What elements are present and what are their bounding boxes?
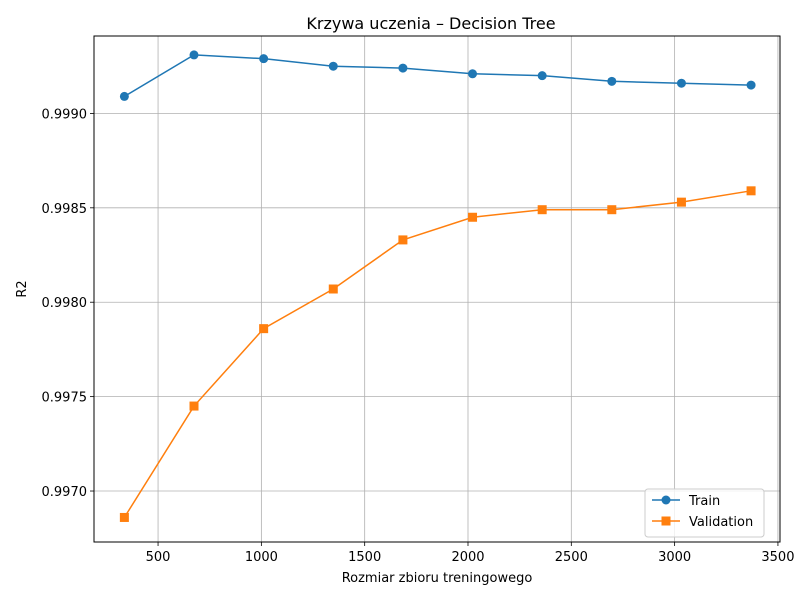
y-axis-ticks: 0.9970 0.9975 0.9980 0.9985 0.9990 [42,107,94,500]
train-point [119,91,129,101]
x-tick-label: 3500 [761,550,794,565]
plot-frame [93,35,781,543]
x-tick-label: 1500 [348,550,381,565]
y-tick-label: 0.9975 [42,391,88,406]
train-point [468,69,478,79]
validation-point [746,186,756,196]
x-tick-label: 2000 [451,550,484,565]
validation-point [468,212,478,222]
series-layer [119,50,756,522]
train-point [259,54,269,64]
x-tick-label: 2500 [555,550,588,565]
x-tick-label: 500 [146,550,171,565]
y-tick-label: 0.9970 [42,485,88,500]
validation-point [537,205,547,215]
chart-title: Krzywa uczenia – Decision Tree [306,14,555,33]
grid [94,36,780,542]
train-point [676,78,686,88]
x-axis-label: Rozmiar zbioru treningowego [342,571,533,586]
x-axis-ticks: 500 1000 1500 2000 2500 3000 3500 [146,542,794,565]
validation-point [328,284,338,294]
train-point [607,76,617,86]
x-tick-label: 3000 [658,550,691,565]
train-series-line [123,54,752,98]
validation-point [676,197,686,207]
validation-series-line [123,190,752,518]
legend-train-label: Train [688,494,720,509]
x-tick-label: 1000 [245,550,278,565]
train-point [537,71,547,81]
validation-point [189,401,199,411]
validation-point [398,235,408,245]
validation-point [607,205,617,215]
train-point [189,50,199,60]
train-point [328,61,338,71]
legend-validation-marker [661,516,671,526]
y-tick-label: 0.9990 [42,107,88,122]
y-axis-label: R2 [15,280,30,297]
y-tick-label: 0.9980 [42,296,88,311]
train-point [746,80,756,90]
legend-train-marker [661,495,671,505]
legend: Train Validation [644,488,765,538]
validation-point [259,324,269,334]
validation-point [119,512,129,522]
y-tick-label: 0.9985 [42,202,88,217]
train-point [398,63,408,73]
legend-validation-label: Validation [689,515,753,530]
legend-box [644,488,765,538]
